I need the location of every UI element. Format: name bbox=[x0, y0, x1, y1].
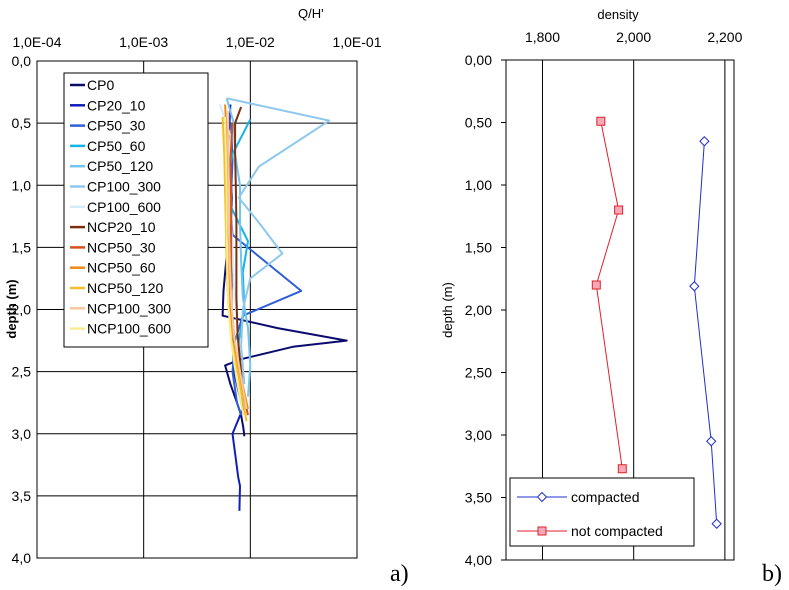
panel-b-legend-label: compacted bbox=[571, 489, 639, 505]
panel-a-legend-label: CP100_300 bbox=[87, 179, 161, 195]
panel-a-legend: CP0 CP20_10 CP50_30 CP50_60 CP50_120 CP100_30… bbox=[64, 73, 208, 347]
panel-a-legend-label: NCP50_120 bbox=[87, 280, 163, 296]
panel-b-legend-label: not compacted bbox=[571, 523, 663, 539]
panel-b-point-square bbox=[615, 206, 623, 214]
panel-a-legend-label: CP100_600 bbox=[87, 199, 161, 215]
panel-b-y-axis-title: depth (m) bbox=[440, 282, 455, 338]
panel-a-legend-label: CP0 bbox=[87, 77, 114, 93]
panel-b-y-tick-label: 2,00 bbox=[465, 302, 492, 318]
panel-a-x-ticks: 1,0E-04 1,0E-03 1,0E-02 1,0E-01 bbox=[12, 34, 381, 50]
panel-b-x-axis-title: density bbox=[597, 7, 639, 22]
panel-b-series-line bbox=[694, 141, 716, 524]
panel-a-y-tick-label: 2,5 bbox=[12, 364, 32, 380]
panel-b-point-diamond bbox=[690, 282, 699, 291]
panel-a-x-tick-label: 1,0E-03 bbox=[119, 34, 168, 50]
panel-a-x-tick-label: 1,0E-01 bbox=[332, 34, 381, 50]
panel-a-y-tick-label: 3,5 bbox=[12, 488, 32, 504]
panel-b-x-ticks: 1,800 2,000 2,200 bbox=[525, 29, 743, 45]
panel-b-point-square bbox=[597, 117, 605, 125]
panel-b-legend: compacted not compacted bbox=[510, 478, 694, 546]
panel-b-y-tick-label: 3,50 bbox=[465, 490, 492, 506]
panel-a-y-tick-label: 1,5 bbox=[12, 239, 32, 255]
panel-a-legend-label: NCP50_30 bbox=[87, 239, 156, 255]
panel-a-legend-label: NCP50_60 bbox=[87, 260, 156, 276]
panel-a-series bbox=[220, 98, 347, 511]
panel-b-point-square bbox=[592, 281, 600, 289]
panel-b-y-tick-label: 1,50 bbox=[465, 240, 492, 256]
panel-a-y-tick-label: 3,0 bbox=[12, 426, 32, 442]
panel-b-point-diamond bbox=[712, 519, 721, 528]
panel-b-point-square bbox=[618, 465, 626, 473]
panel-b-letter: b) bbox=[762, 561, 782, 587]
panel-b-x-tick-label: 2,000 bbox=[616, 29, 651, 45]
panel-a-letter: a) bbox=[390, 561, 409, 587]
panel-b-series bbox=[592, 117, 721, 528]
panel-b-y-tick-label: 0,50 bbox=[465, 115, 492, 131]
panel-a-x-tick-label: 1,0E-04 bbox=[12, 34, 61, 50]
panel-a-y-tick-label: 0,0 bbox=[12, 53, 32, 69]
panel-b-legend-marker bbox=[538, 527, 546, 535]
panel-b-point-diamond bbox=[700, 137, 709, 146]
panel-a-y-tick-label: 4,0 bbox=[12, 550, 32, 566]
panel-a-y-axis-title: depth (m) bbox=[4, 279, 19, 338]
panel-a-legend-label: CP50_120 bbox=[87, 158, 153, 174]
panel-a-chart: 1,0E-04 1,0E-03 1,0E-02 1,0E-01 0,0 0,5 1,0 1,… bbox=[4, 6, 409, 587]
panel-b-chart: 1,800 2,000 2,200 0,00 0,50 1,00 1,50 2,00 2,50… bbox=[440, 7, 782, 587]
panel-b-y-tick-label: 1,00 bbox=[465, 177, 492, 193]
panel-a-legend-label: CP50_30 bbox=[87, 118, 146, 134]
panel-b-series-line bbox=[596, 121, 622, 469]
panel-b-y-tick-label: 0,00 bbox=[465, 52, 492, 68]
panel-a-legend-label: NCP20_10 bbox=[87, 219, 156, 235]
panel-b-point-diamond bbox=[707, 437, 716, 446]
panel-b-y-ticks: 0,00 0,50 1,00 1,50 2,00 2,50 3,00 3,50 4,00 bbox=[465, 52, 506, 568]
panel-a-x-axis-title: Q/H' bbox=[298, 6, 324, 21]
panel-a-legend-label: NCP100_600 bbox=[87, 321, 171, 337]
panel-a-series-line bbox=[227, 98, 330, 384]
panel-b-y-tick-label: 2,50 bbox=[465, 365, 492, 381]
panel-b-x-tick-label: 1,800 bbox=[525, 29, 560, 45]
panel-a-legend-label: NCP100_300 bbox=[87, 300, 171, 316]
panel-b-y-tick-label: 4,00 bbox=[465, 552, 492, 568]
panel-a-y-tick-label: 0,5 bbox=[12, 115, 32, 131]
panel-a-legend-label: CP20_10 bbox=[87, 97, 146, 113]
panel-b-y-tick-label: 3,00 bbox=[465, 427, 492, 443]
panel-b-x-tick-label: 2,200 bbox=[707, 29, 742, 45]
panel-a-x-tick-label: 1,0E-02 bbox=[226, 34, 275, 50]
panel-a-y-tick-label: 1,0 bbox=[12, 177, 32, 193]
panel-a-legend-label: CP50_60 bbox=[87, 138, 146, 154]
